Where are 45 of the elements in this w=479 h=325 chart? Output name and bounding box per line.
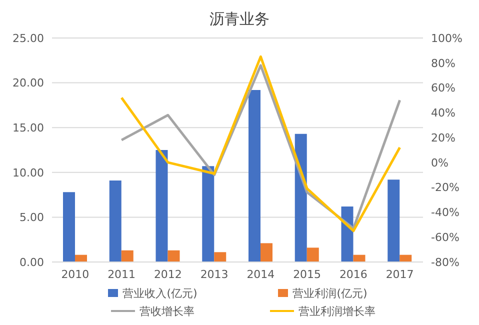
- bar: [63, 192, 75, 262]
- y-tick-label: 10.00: [12, 166, 44, 180]
- y2-tick-label: 80%: [431, 56, 456, 70]
- bar: [260, 243, 272, 262]
- y2-tick-label: 40%: [431, 106, 456, 120]
- bar: [294, 134, 307, 262]
- bar: [400, 254, 412, 262]
- y2-tick-label: -60%: [431, 231, 460, 244]
- x-tick-label: 2016: [339, 268, 368, 281]
- legend-label: 营业收入(亿元): [122, 286, 198, 300]
- x-tick-label: 2017: [386, 268, 414, 281]
- y2-tick-label: 100%: [431, 32, 462, 45]
- y2-tick-label: -40%: [431, 206, 460, 220]
- y2-tick-label: 20%: [431, 131, 456, 144]
- bar: [109, 180, 122, 262]
- y-tick-label: 0.00: [20, 256, 44, 269]
- x-tick-label: 2015: [293, 268, 322, 281]
- y2-tick-label: 60%: [431, 82, 456, 95]
- bar: [121, 250, 134, 262]
- bar: [202, 166, 214, 262]
- x-tick-label: 2012: [154, 268, 182, 281]
- legend-label: 营业利润增长率: [298, 304, 376, 318]
- y-tick-label: 20.00: [12, 76, 44, 90]
- bar: [353, 254, 366, 262]
- y2-tick-label: -20%: [431, 181, 460, 194]
- x-tick-label: 2014: [246, 268, 275, 281]
- bar: [388, 180, 400, 262]
- y-tick-label: 25.00: [12, 32, 44, 45]
- y2-tick-label: 0%: [431, 156, 448, 170]
- bar: [306, 248, 319, 262]
- bar: [156, 150, 168, 262]
- legend-label: 营业利润(亿元): [292, 286, 368, 300]
- x-tick-label: 2013: [200, 268, 228, 281]
- bar: [214, 252, 226, 262]
- bar: [248, 90, 260, 262]
- chart-title: 沥青业务: [208, 9, 270, 30]
- y-tick-label: 5.00: [20, 211, 44, 224]
- bar: [341, 206, 354, 262]
- x-tick-label: 2010: [61, 268, 90, 281]
- y-tick-label: 15.00: [12, 122, 44, 135]
- legend-label: 营收增长率: [140, 304, 194, 318]
- x-tick-label: 2011: [108, 268, 136, 281]
- bar: [168, 250, 180, 262]
- bar: [75, 254, 87, 262]
- y2-tick-label: -80%: [431, 256, 460, 269]
